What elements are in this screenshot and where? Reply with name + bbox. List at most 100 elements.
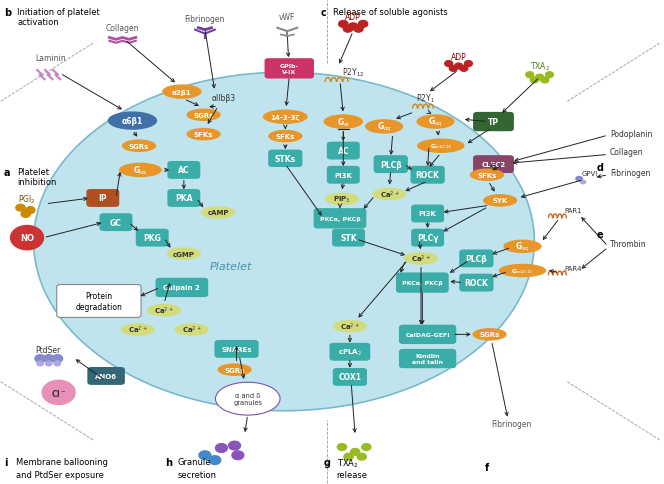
Ellipse shape (580, 180, 586, 185)
Circle shape (357, 454, 367, 460)
Circle shape (536, 75, 544, 81)
Text: SFKs: SFKs (194, 132, 213, 138)
Circle shape (445, 61, 453, 67)
Text: d: d (597, 162, 604, 172)
Text: Ca$^{2+}$: Ca$^{2+}$ (154, 305, 174, 316)
Text: secretion: secretion (177, 470, 216, 479)
Circle shape (11, 226, 44, 250)
Text: Granule: Granule (177, 457, 210, 466)
Circle shape (228, 441, 240, 450)
Text: Membrane ballooning: Membrane ballooning (16, 457, 108, 466)
Ellipse shape (365, 120, 403, 135)
Circle shape (354, 26, 363, 33)
Text: Ca$^{2+}$: Ca$^{2+}$ (340, 321, 360, 332)
Ellipse shape (333, 320, 367, 333)
Text: PAR4: PAR4 (564, 265, 582, 271)
Circle shape (541, 78, 549, 84)
Text: GPVI: GPVI (582, 170, 598, 176)
Ellipse shape (323, 115, 363, 130)
Circle shape (216, 444, 227, 453)
Text: Fibrinogen: Fibrinogen (491, 419, 531, 428)
Text: G$_{αs}$: G$_{αs}$ (133, 165, 147, 177)
Circle shape (46, 361, 52, 366)
Text: PGI$_2$: PGI$_2$ (18, 193, 36, 205)
Text: Thrombin: Thrombin (610, 240, 647, 249)
Text: b: b (4, 8, 11, 18)
Text: PKCα, PKCβ: PKCα, PKCβ (319, 216, 361, 221)
Ellipse shape (175, 324, 209, 336)
Text: Collagen: Collagen (610, 148, 643, 157)
Text: SGRs: SGRs (129, 143, 149, 150)
Ellipse shape (472, 328, 507, 341)
Circle shape (362, 444, 371, 451)
Text: PIP$_3$: PIP$_3$ (333, 195, 351, 205)
Text: NO: NO (20, 234, 34, 242)
Circle shape (344, 454, 353, 460)
Text: ADP: ADP (345, 13, 361, 22)
Text: and PtdSer exposure: and PtdSer exposure (16, 470, 104, 479)
Ellipse shape (122, 140, 156, 153)
Text: α2β1: α2β1 (172, 90, 192, 95)
Circle shape (209, 456, 220, 465)
Text: COX1: COX1 (339, 373, 361, 381)
Text: SFKs: SFKs (477, 172, 497, 179)
Circle shape (349, 24, 358, 30)
FancyBboxPatch shape (135, 229, 169, 247)
Circle shape (339, 21, 348, 28)
Ellipse shape (108, 112, 157, 131)
Text: h: h (165, 457, 173, 467)
Text: PKA: PKA (175, 194, 193, 203)
Text: Platelet
inhibition: Platelet inhibition (17, 167, 56, 186)
Ellipse shape (121, 324, 155, 336)
Text: G$_{αq}$: G$_{αq}$ (428, 116, 443, 129)
Ellipse shape (217, 363, 252, 376)
Text: G$_{α12/13}$: G$_{α12/13}$ (430, 142, 452, 151)
Text: Podoplanin: Podoplanin (610, 130, 653, 139)
Text: P2Y$_1$: P2Y$_1$ (416, 92, 435, 105)
Circle shape (343, 26, 353, 33)
FancyBboxPatch shape (56, 285, 141, 318)
FancyBboxPatch shape (264, 59, 314, 79)
Text: GPIb-
V-IX: GPIb- V-IX (280, 64, 299, 75)
Ellipse shape (416, 115, 455, 130)
Circle shape (54, 361, 60, 366)
FancyBboxPatch shape (399, 349, 456, 368)
Text: TP: TP (488, 118, 499, 127)
Ellipse shape (268, 131, 302, 143)
Ellipse shape (201, 207, 235, 219)
Ellipse shape (263, 110, 307, 125)
Ellipse shape (34, 73, 535, 411)
Text: g: g (323, 457, 331, 467)
Text: Calpain 2: Calpain 2 (163, 285, 201, 291)
Text: P2Y$_{12}$: P2Y$_{12}$ (342, 66, 365, 79)
Text: e: e (597, 230, 604, 240)
Text: release: release (337, 470, 368, 479)
FancyBboxPatch shape (332, 229, 365, 247)
Circle shape (37, 361, 44, 366)
Text: G$_{αi}$: G$_{αi}$ (337, 116, 350, 129)
Ellipse shape (373, 188, 406, 201)
Ellipse shape (167, 248, 201, 260)
FancyBboxPatch shape (167, 162, 201, 180)
Text: PAR1: PAR1 (564, 208, 582, 214)
Text: ADP: ADP (451, 53, 466, 61)
Circle shape (351, 449, 360, 455)
Circle shape (359, 21, 368, 28)
Ellipse shape (417, 139, 465, 154)
Text: SGRs: SGRs (224, 367, 245, 373)
FancyBboxPatch shape (473, 156, 514, 174)
Circle shape (16, 205, 25, 212)
Text: Platelet: Platelet (210, 261, 252, 271)
Text: IP: IP (98, 194, 107, 203)
Text: SGRs: SGRs (479, 332, 500, 338)
Text: αIIbβ3: αIIbβ3 (211, 93, 236, 103)
Circle shape (232, 451, 244, 460)
Text: ANO6: ANO6 (95, 373, 117, 379)
Text: cGMP: cGMP (173, 251, 195, 257)
Ellipse shape (470, 169, 504, 182)
Text: Collagen: Collagen (106, 24, 139, 32)
Circle shape (455, 64, 463, 70)
FancyBboxPatch shape (459, 250, 493, 268)
Ellipse shape (575, 176, 583, 182)
Text: SNAREs: SNAREs (221, 346, 252, 352)
